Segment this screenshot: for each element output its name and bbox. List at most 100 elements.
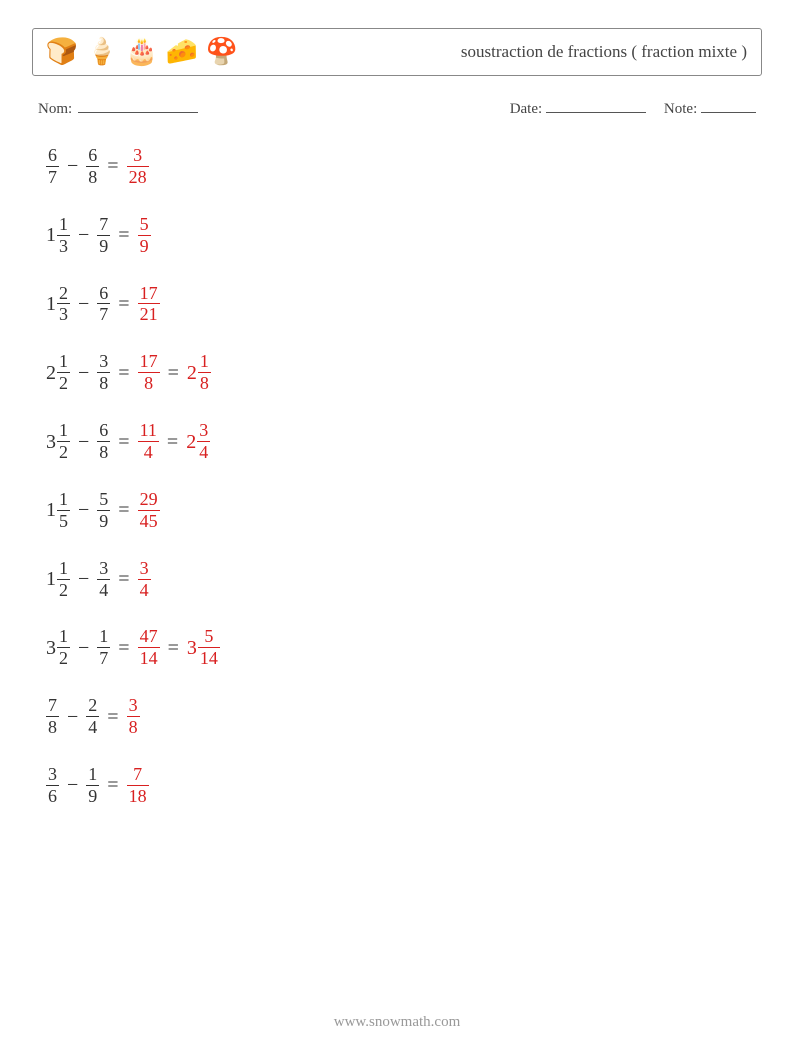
info-line: Nom: Date: Note:	[38, 98, 756, 118]
whole-part: 1	[46, 294, 57, 314]
denominator: 8	[138, 372, 160, 393]
header-food-icon: 🍞	[47, 37, 77, 67]
denominator: 21	[138, 303, 160, 324]
fraction-term: 112	[46, 559, 70, 600]
minus-operator: −	[59, 156, 86, 176]
numerator: 3	[131, 146, 144, 166]
equals-sign: =	[110, 500, 137, 520]
header-food-icon: 🧀	[167, 37, 197, 67]
whole-part: 3	[46, 432, 57, 452]
fraction: 36	[46, 765, 59, 806]
numerator: 1	[57, 215, 70, 235]
numerator: 3	[197, 421, 210, 441]
numerator: 3	[127, 696, 140, 716]
fraction: 34	[97, 559, 110, 600]
whole-part: 3	[46, 638, 57, 658]
numerator: 3	[138, 559, 151, 579]
fraction: 67	[46, 146, 59, 187]
fraction: 328	[127, 146, 149, 187]
fraction: 12	[57, 352, 70, 393]
fraction-term: 212	[46, 352, 70, 393]
whole-part: 3	[187, 638, 198, 658]
denominator: 4	[97, 579, 110, 600]
equals-sign: =	[110, 432, 137, 452]
minus-operator: −	[70, 432, 97, 452]
note-blank	[701, 98, 756, 113]
fraction-term: 59	[138, 215, 151, 256]
denominator: 3	[57, 303, 70, 324]
denominator: 8	[97, 441, 110, 462]
numerator: 29	[138, 490, 160, 510]
denominator: 7	[97, 303, 110, 324]
fraction-term: 78	[46, 696, 59, 737]
denominator: 4	[138, 441, 159, 462]
fraction-term: 34	[97, 559, 110, 600]
numerator: 1	[57, 627, 70, 647]
fraction-term: 123	[46, 284, 70, 325]
fraction: 67	[97, 284, 110, 325]
fraction: 514	[198, 627, 220, 668]
problem-row: 112−34=34	[46, 559, 762, 600]
denominator: 4	[138, 579, 151, 600]
problem-row: 115−59=2945	[46, 490, 762, 531]
whole-part: 1	[46, 569, 57, 589]
denominator: 8	[127, 716, 140, 737]
header-food-icon: 🍦	[87, 37, 117, 67]
fraction: 12	[57, 627, 70, 668]
header-box: 🍞 🍦 🎂 🧀 🍄 soustraction de fractions ( fracti…	[32, 28, 762, 76]
fraction-term: 68	[97, 421, 110, 462]
fraction: 114	[138, 421, 159, 462]
equals-sign: =	[110, 638, 137, 658]
fraction: 18	[198, 352, 211, 393]
numerator: 7	[46, 696, 59, 716]
fraction: 38	[127, 696, 140, 737]
fraction: 59	[97, 490, 110, 531]
fraction-term: 312	[46, 421, 70, 462]
fraction-term: 3514	[187, 627, 220, 668]
equals-sign: =	[110, 363, 137, 383]
minus-operator: −	[70, 569, 97, 589]
denominator: 4	[197, 441, 210, 462]
problem-row: 212−38=178=218	[46, 352, 762, 393]
fraction: 1721	[138, 284, 160, 325]
denominator: 45	[138, 510, 160, 531]
denominator: 9	[138, 235, 151, 256]
footer-text: www.snowmath.com	[0, 1014, 794, 1031]
fraction: 718	[127, 765, 149, 806]
fraction-term: 4714	[138, 627, 160, 668]
whole-part: 1	[46, 225, 57, 245]
whole-part: 2	[46, 363, 57, 383]
numerator: 1	[57, 559, 70, 579]
numerator: 1	[57, 421, 70, 441]
denominator: 2	[57, 441, 70, 462]
problem-row: 113−79=59	[46, 215, 762, 256]
fraction-term: 34	[138, 559, 151, 600]
minus-operator: −	[70, 638, 97, 658]
denominator: 2	[57, 647, 70, 668]
header-food-icon: 🍄	[207, 37, 237, 67]
minus-operator: −	[59, 775, 86, 795]
numerator: 7	[131, 765, 144, 785]
fraction: 4714	[138, 627, 160, 668]
denominator: 7	[97, 647, 110, 668]
note-label: Note:	[664, 101, 697, 117]
fraction-term: 114	[138, 421, 159, 462]
denominator: 14	[198, 647, 220, 668]
equals-sign: =	[110, 569, 137, 589]
numerator: 2	[86, 696, 99, 716]
fraction-term: 79	[97, 215, 110, 256]
fraction: 68	[86, 146, 99, 187]
problem-row: 67−68=328	[46, 146, 762, 187]
header-food-icon: 🎂	[127, 37, 157, 67]
page-title: soustraction de fractions ( fraction mix…	[461, 42, 747, 62]
numerator: 5	[202, 627, 215, 647]
minus-operator: −	[70, 294, 97, 314]
denominator: 9	[97, 510, 110, 531]
numerator: 1	[198, 352, 211, 372]
fraction: 15	[57, 490, 70, 531]
fraction: 12	[57, 421, 70, 462]
fraction: 34	[197, 421, 210, 462]
problem-row: 312−68=114=234	[46, 421, 762, 462]
fraction-term: 178	[138, 352, 160, 393]
fraction-term: 38	[97, 352, 110, 393]
